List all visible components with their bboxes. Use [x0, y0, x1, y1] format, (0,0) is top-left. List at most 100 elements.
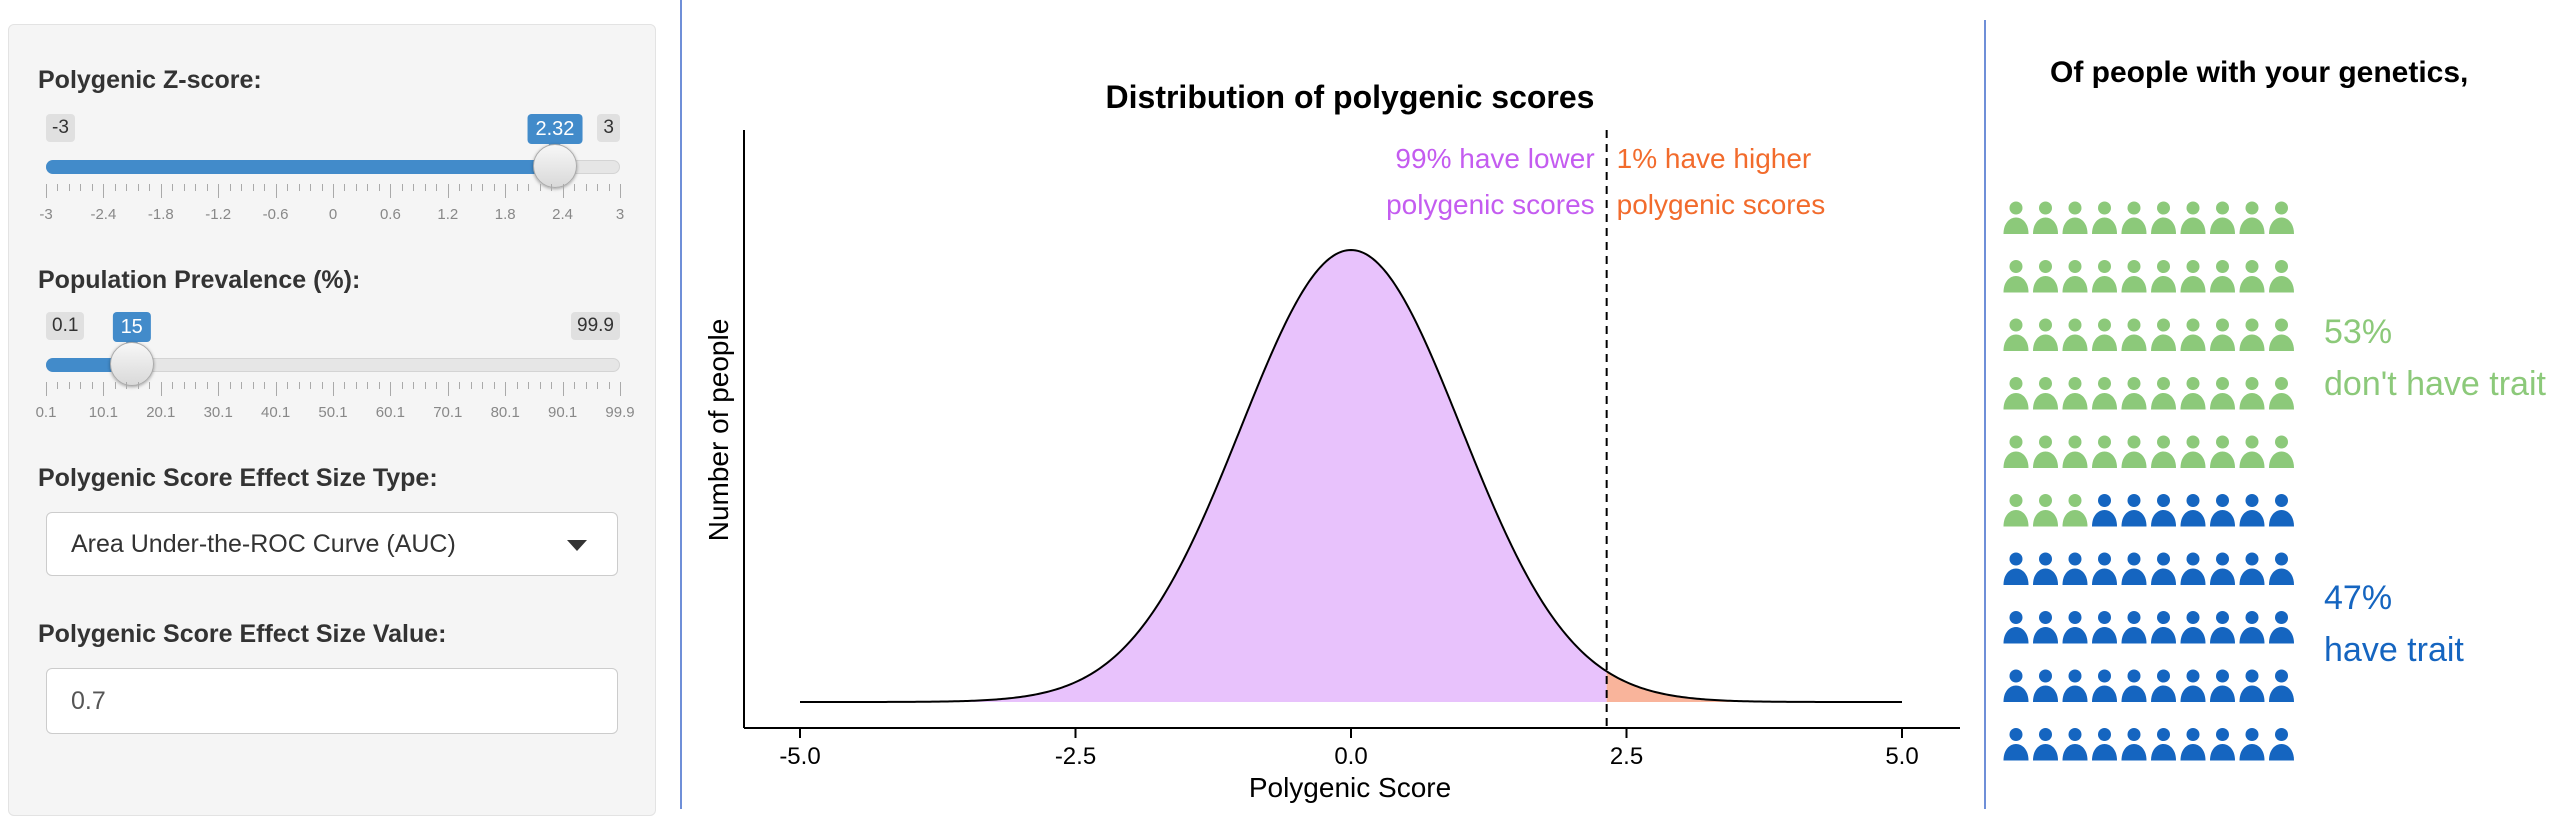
person-icon [2033, 611, 2058, 644]
prevalence-minor-tick [241, 382, 243, 389]
x-tick-label: 0.0 [1334, 743, 1367, 770]
person-icon [2092, 728, 2117, 761]
prevalence-minor-tick [321, 382, 323, 389]
prevalence-tick-mark [447, 382, 449, 396]
zscore-minor-tick [597, 184, 599, 191]
zscore-tick-mark [447, 184, 449, 198]
prevalence-tick-label: 50.1 [318, 404, 348, 421]
prevalence-slider[interactable]: 0.1 99.9 15 0.1 10.1 20.1 30.1 40.1 50.1 60.1 7… [36, 312, 635, 442]
zscore-minor-tick [195, 184, 197, 191]
prevalence-minor-tick [539, 382, 541, 389]
x-tick-label: 2.5 [1610, 743, 1643, 770]
prevalence-minor-tick [137, 382, 139, 389]
person-icon [2239, 377, 2265, 410]
chart-title: Distribution of polygenic scores [1106, 79, 1595, 115]
zscore-slider[interactable]: -3 3 2.32 -3 -2.4 -1.8 -1.2 -0.6 0 0.6 1.2 1.8 2.… [38, 114, 624, 244]
person-icon [2269, 552, 2294, 585]
zscore-min: -3 [46, 114, 75, 142]
person-icon [2003, 318, 2029, 351]
zscore-minor-tick [528, 184, 530, 191]
zscore-tick-mark [160, 184, 162, 198]
prevalence-minor-tick [516, 382, 518, 389]
zscore-minor-tick [137, 184, 139, 191]
person-icon [2033, 494, 2058, 527]
zscore-tick-label: -3 [39, 206, 53, 223]
person-icon [2121, 494, 2147, 527]
zscore-minor-tick [241, 184, 243, 191]
person-icon [2033, 377, 2058, 410]
zscore-tick-label: -1.2 [205, 206, 232, 223]
annotation-higher-line1: 1% have higher [1617, 143, 1812, 174]
prevalence-minor-tick [470, 382, 472, 389]
person-icon [2151, 201, 2176, 234]
person-icon [2121, 669, 2147, 702]
person-icon [2210, 728, 2235, 761]
prevalence-minor-tick [298, 382, 300, 389]
prevalence-minor-tick [482, 382, 484, 389]
x-tick-label: -2.5 [1055, 743, 1096, 770]
prevalence-tick-mark [218, 382, 220, 396]
person-icon [2151, 435, 2176, 468]
effect-type-selected: Area Under-the-ROC Curve (AUC) [71, 530, 456, 558]
person-icon [2092, 611, 2117, 644]
zscore-tick-label: 1.2 [437, 206, 459, 223]
prevalence-minor-tick [424, 382, 426, 389]
zscore-minor-tick [80, 184, 82, 191]
person-icon [2062, 377, 2088, 410]
person-icon [2003, 728, 2029, 761]
person-icon [2062, 669, 2088, 702]
person-icon [2121, 377, 2147, 410]
prevalence-minor-tick [413, 382, 415, 389]
prevalence-minor-tick [355, 382, 357, 389]
trait-label: have trait [2324, 631, 2464, 669]
prevalence-minor-tick [459, 382, 461, 389]
prevalence-tick-mark [103, 382, 105, 396]
no-trait-label: don't have trait [2324, 365, 2546, 403]
person-icon [2239, 260, 2265, 293]
prevalence-tick-mark [505, 382, 507, 396]
zscore-minor-tick [574, 184, 576, 191]
effect-value-input[interactable] [46, 668, 618, 734]
zscore-handle[interactable] [532, 144, 577, 188]
prevalence-value-bubble: 15 [112, 312, 151, 349]
area-higher-scores [1606, 671, 1902, 702]
prevalence-minor-tick [287, 382, 289, 389]
person-icon [2062, 201, 2088, 234]
zscore-tick-mark [505, 184, 507, 198]
person-icon [2239, 201, 2265, 234]
person-icon [2151, 494, 2176, 527]
person-icon [2003, 201, 2029, 234]
trait-summary: 47% have trait [2324, 572, 2464, 676]
prevalence-minor-tick [378, 382, 380, 389]
person-icon [2092, 260, 2117, 293]
zscore-minor-tick [287, 184, 289, 191]
person-icon [2180, 669, 2206, 702]
effect-type-label: Polygenic Score Effect Size Type: [38, 464, 438, 492]
prevalence-minor-tick [597, 382, 599, 389]
person-icon [2121, 611, 2147, 644]
zscore-minor-tick [298, 184, 300, 191]
zscore-minor-tick [149, 184, 151, 191]
prevalence-tick-label: 20.1 [146, 404, 176, 421]
person-icon [2003, 435, 2029, 468]
person-icon [2180, 260, 2206, 293]
zscore-fill [46, 160, 555, 174]
person-icon [2210, 260, 2235, 293]
person-icon [2269, 201, 2294, 234]
effect-type-select[interactable]: Area Under-the-ROC Curve (AUC) [46, 512, 618, 576]
prevalence-tick-label: 60.1 [375, 404, 405, 421]
person-icon [2239, 728, 2265, 761]
zscore-minor-tick [436, 184, 438, 191]
person-icon [2180, 494, 2206, 527]
person-icon [2269, 435, 2294, 468]
person-icon [2210, 494, 2235, 527]
zscore-tick-label: 1.8 [494, 206, 516, 223]
effect-value-label: Polygenic Score Effect Size Value: [38, 620, 447, 648]
person-icon [2210, 318, 2235, 351]
prevalence-minor-tick [183, 382, 185, 389]
person-icon [2092, 494, 2117, 527]
person-icon [2269, 728, 2294, 761]
prevalence-tick-mark [160, 382, 162, 396]
prevalence-handle[interactable] [109, 342, 154, 386]
zscore-tick-label: -2.4 [90, 206, 117, 223]
